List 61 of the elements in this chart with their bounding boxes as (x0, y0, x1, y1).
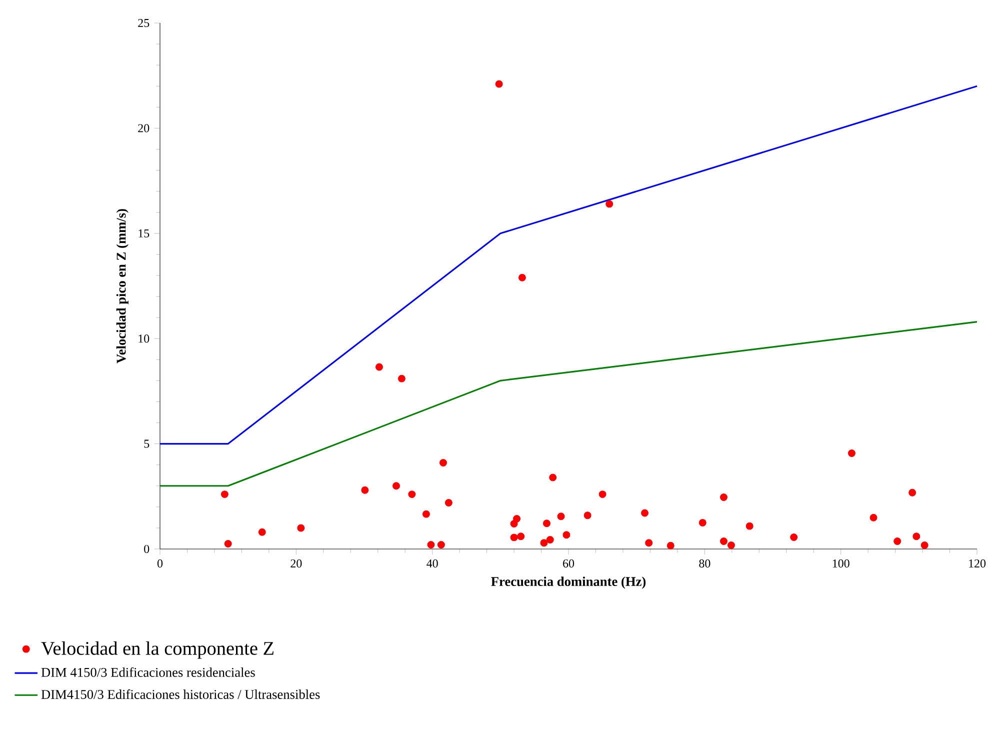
point (645, 539, 653, 547)
point (540, 539, 548, 547)
point (848, 450, 856, 458)
point (518, 274, 526, 282)
point (666, 542, 674, 550)
point (562, 531, 570, 539)
x-tick-label: 20 (290, 559, 302, 568)
x-tick-label: 40 (426, 559, 438, 568)
point (422, 510, 430, 518)
point (920, 541, 928, 549)
point (398, 374, 406, 382)
point (439, 459, 447, 466)
point (224, 540, 232, 548)
point (584, 512, 592, 520)
point (427, 541, 435, 549)
point (549, 474, 557, 482)
point (297, 524, 305, 532)
point (361, 486, 369, 494)
point (908, 488, 916, 496)
point (408, 490, 416, 498)
point (790, 533, 798, 541)
point (606, 200, 614, 208)
point (698, 518, 706, 526)
legend-label: DIM4150/3 Edificaciones historicas / Ultrasensibles (41, 689, 320, 699)
point (495, 80, 503, 88)
point (912, 532, 920, 540)
point (641, 509, 648, 517)
point (258, 528, 266, 536)
point (437, 541, 445, 549)
x-tick-label: 100 (832, 559, 850, 568)
point (598, 490, 606, 498)
point (510, 534, 518, 542)
point (542, 520, 550, 528)
x-tick-label: 120 (969, 559, 986, 568)
point (546, 536, 554, 544)
point (746, 522, 754, 530)
point (375, 363, 383, 371)
x-tick-label: 80 (699, 559, 710, 568)
point (444, 498, 452, 506)
x-tick-label: 0 (157, 559, 163, 568)
point (727, 541, 735, 549)
point (720, 537, 728, 545)
legend-label: DIM 4150/3 Edificaciones residenciales (41, 667, 255, 677)
point (517, 532, 525, 540)
y-tick-label: 20 (138, 124, 150, 132)
x-axis-title: Frecuencia dominante (Hz) (491, 576, 646, 589)
y-tick-label: 15 (138, 229, 150, 238)
point (220, 490, 228, 498)
point (894, 537, 902, 545)
y-tick-label: 25 (138, 18, 150, 28)
point (870, 514, 878, 522)
y-tick-label: 10 (138, 334, 150, 343)
y-tick-label: 5 (144, 440, 150, 448)
legend-label: Velocidad en la componente Z (41, 641, 274, 659)
x-tick-label: 60 (563, 559, 574, 568)
point (392, 482, 400, 490)
y-axis-title: Velocidad pico en Z (mm/s) (116, 209, 128, 364)
y-tick-label: 0 (144, 544, 150, 554)
point (513, 514, 520, 522)
point (720, 494, 728, 501)
point (557, 512, 565, 520)
